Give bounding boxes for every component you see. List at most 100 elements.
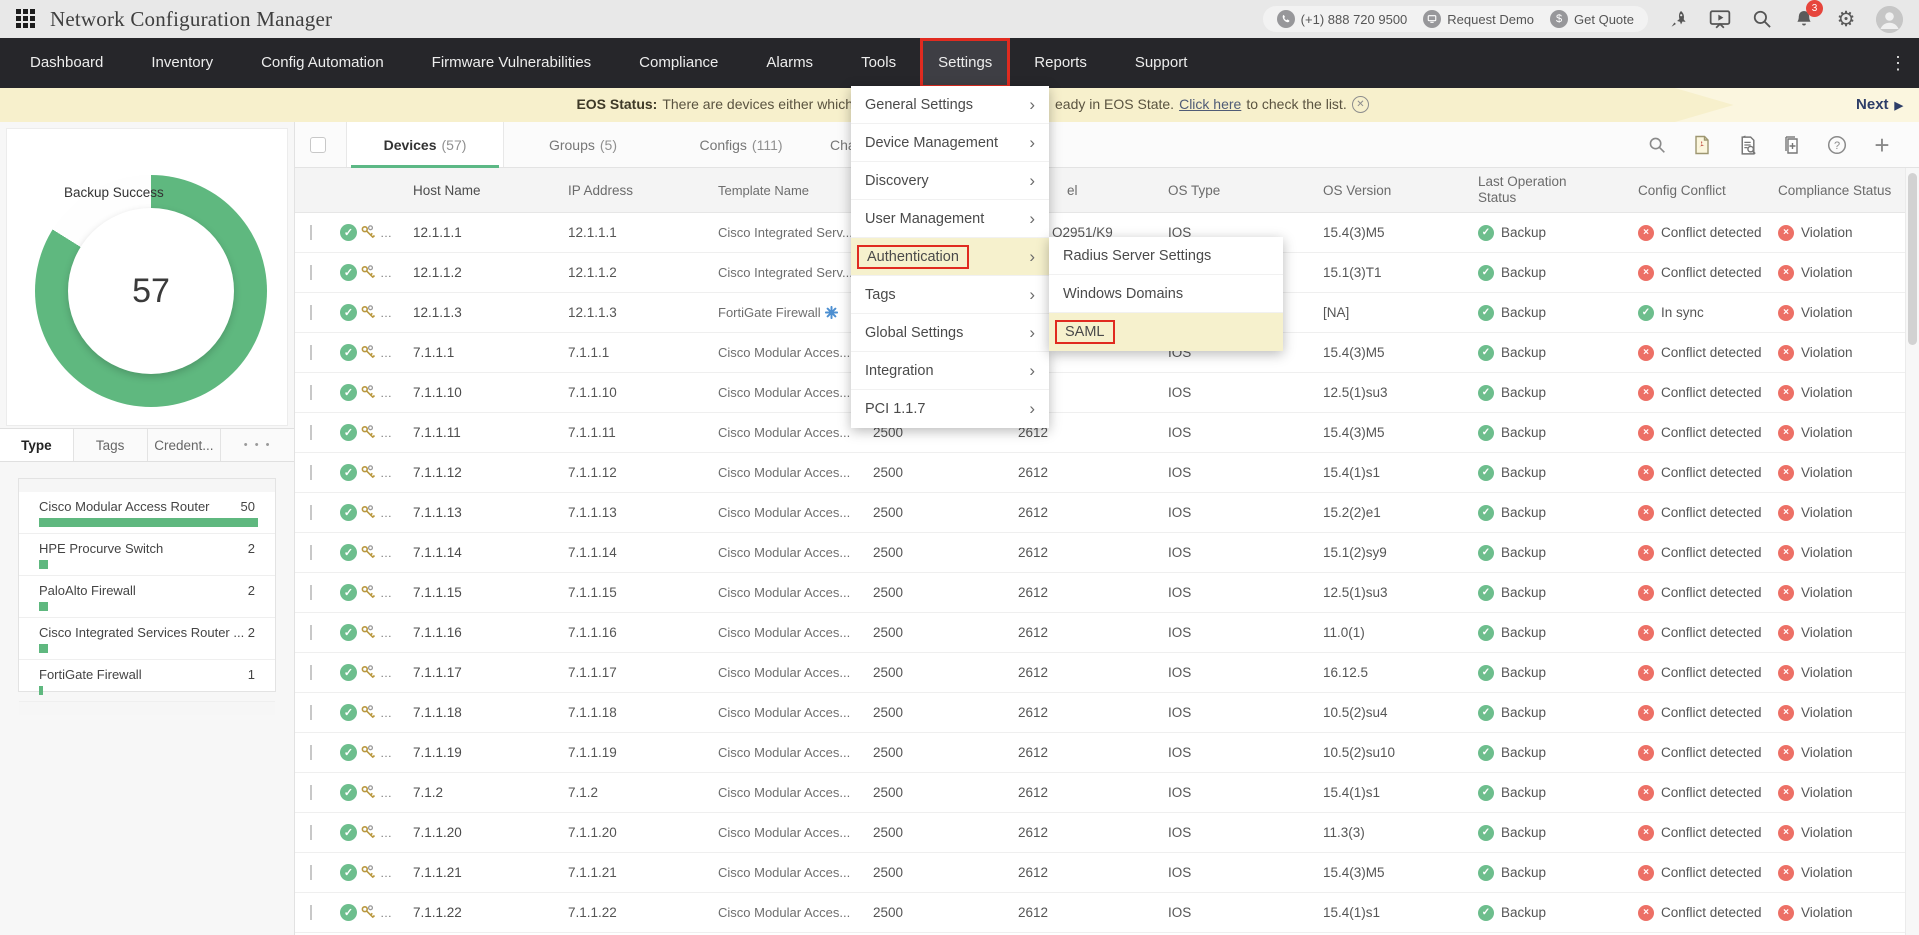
row-checkbox[interactable] <box>310 425 312 440</box>
device-type-item[interactable]: FortiGate Firewall 1 <box>19 660 275 702</box>
row-more-icon[interactable]: … <box>380 865 392 880</box>
menu-item-pci-1-1-7[interactable]: PCI 1.1.7 › <box>865 399 1035 418</box>
row-checkbox[interactable] <box>310 785 312 800</box>
device-type-item[interactable]: HPE Procurve Switch 2 <box>19 534 275 576</box>
menu-item-discovery[interactable]: Discovery › <box>851 162 1049 200</box>
search-icon[interactable] <box>1750 7 1774 31</box>
presentation-icon[interactable] <box>1708 7 1732 31</box>
menu-item-device-management[interactable]: Device Management › <box>851 124 1049 162</box>
row-checkbox[interactable] <box>310 265 312 280</box>
nav-item-tools[interactable]: Tools <box>861 54 897 71</box>
table-row[interactable]: ✓ … 7.1.1.19 7.1.1.19 Cisco Modular Acce… <box>295 733 1905 773</box>
menu-item-user-management[interactable]: User Management › <box>851 200 1049 238</box>
row-more-icon[interactable]: … <box>380 585 392 600</box>
table-row[interactable]: ✓ … 7.1.1.10 7.1.1.10 Cisco Modular Acce… <box>295 373 1905 413</box>
table-row[interactable]: ✓ … 7.1.1.21 7.1.1.21 Cisco Modular Acce… <box>295 853 1905 893</box>
host-name-link[interactable]: 7.1.1.13 <box>413 505 462 520</box>
sidebar-more-tab[interactable]: • • • <box>243 439 272 451</box>
row-checkbox[interactable] <box>310 745 312 760</box>
host-name-link[interactable]: 12.1.1.1 <box>413 225 462 240</box>
row-more-icon[interactable]: … <box>380 425 392 440</box>
tab-groups[interactable]: Groups (5) <box>548 136 618 153</box>
table-search-icon[interactable] <box>1646 134 1668 156</box>
column-template-name[interactable]: Template Name <box>718 182 810 198</box>
vertical-scrollbar[interactable] <box>1905 168 1919 935</box>
table-row[interactable]: ✓ … 7.1.1.17 7.1.1.17 Cisco Modular Acce… <box>295 653 1905 693</box>
table-row[interactable]: ✓ … 7.1.1.22 7.1.1.22 Cisco Modular Acce… <box>295 893 1905 933</box>
table-row[interactable]: ✓ … 7.1.1.11 7.1.1.11 Cisco Modular Acce… <box>295 413 1905 453</box>
host-name-link[interactable]: 7.1.1.11 <box>413 425 461 440</box>
notifications-bell-icon[interactable]: 3 <box>1792 0 1823 31</box>
nav-item-inventory[interactable]: Inventory <box>151 54 214 71</box>
host-name-link[interactable]: 7.1.1.12 <box>413 465 462 480</box>
row-checkbox[interactable] <box>310 665 312 680</box>
host-name-link[interactable]: 7.1.1.16 <box>413 625 462 640</box>
table-row[interactable]: ✓ … 7.1.1.14 7.1.1.14 Cisco Modular Acce… <box>295 533 1905 573</box>
host-name-link[interactable]: 7.1.1.22 <box>413 905 462 920</box>
table-row[interactable]: ✓ … 7.1.1.15 7.1.1.15 Cisco Modular Acce… <box>295 573 1905 613</box>
request-demo-button[interactable]: Request Demo <box>1423 10 1534 28</box>
row-more-icon[interactable]: … <box>380 545 392 560</box>
submenu-item-windows-domains[interactable]: Windows Domains <box>1049 275 1283 313</box>
settings-gear-icon[interactable]: ⚙ <box>1836 7 1856 31</box>
sidebar-tab-tags[interactable]: Tags <box>74 429 148 461</box>
row-checkbox[interactable] <box>310 305 312 320</box>
device-type-item[interactable]: PaloAlto Firewall 2 <box>19 576 275 618</box>
rocket-icon[interactable] <box>1666 7 1690 31</box>
row-more-icon[interactable]: … <box>380 705 392 720</box>
sidebar-tab-type[interactable]: Type <box>0 429 74 461</box>
host-name-link[interactable]: 7.1.1.17 <box>413 665 462 680</box>
column-last-operation-status[interactable]: Last Operation Status <box>1478 174 1567 205</box>
tab-configs[interactable]: Configs (111) <box>699 136 783 153</box>
row-checkbox[interactable] <box>310 545 312 560</box>
row-more-icon[interactable]: … <box>380 665 392 680</box>
row-checkbox[interactable] <box>310 625 312 640</box>
nav-item-support[interactable]: Support <box>1134 54 1188 71</box>
help-icon[interactable]: ? <box>1826 134 1848 156</box>
backup-success-donut[interactable]: 57 <box>35 175 267 407</box>
host-name-link[interactable]: 7.1.1.20 <box>413 825 462 840</box>
row-checkbox[interactable] <box>310 225 312 240</box>
column-config-conflict[interactable]: Config Conflict <box>1638 182 1726 198</box>
nav-item-reports[interactable]: Reports <box>1034 54 1087 71</box>
row-checkbox[interactable] <box>310 385 312 400</box>
table-row[interactable]: ✓ … 7.1.2 7.1.2 Cisco Modular Acces... 2… <box>295 773 1905 813</box>
nav-item-dashboard[interactable]: Dashboard <box>30 54 104 71</box>
row-more-icon[interactable]: … <box>380 385 392 400</box>
nav-overflow-icon[interactable]: ⋮ <box>1889 53 1907 73</box>
menu-item-general-settings[interactable]: General Settings › <box>851 86 1049 124</box>
scrollbar-thumb[interactable] <box>1908 173 1917 345</box>
table-row[interactable]: ✓ … 7.1.1.13 7.1.1.13 Cisco Modular Acce… <box>295 493 1905 533</box>
row-more-icon[interactable]: … <box>380 305 392 320</box>
compare-configs-icon[interactable] <box>1781 134 1803 156</box>
host-name-link[interactable]: 7.1.1.18 <box>413 705 462 720</box>
banner-close-icon[interactable]: ✕ <box>1352 96 1369 113</box>
row-checkbox[interactable] <box>310 585 312 600</box>
get-quote-button[interactable]: $ Get Quote <box>1550 10 1634 28</box>
nav-item-config-automation[interactable]: Config Automation <box>261 54 384 71</box>
row-more-icon[interactable]: … <box>380 825 392 840</box>
column-model[interactable]: el <box>1067 182 1078 198</box>
row-more-icon[interactable]: … <box>380 265 392 280</box>
tab-cha[interactable]: Cha <box>830 136 856 153</box>
row-checkbox[interactable] <box>310 865 312 880</box>
row-more-icon[interactable]: … <box>380 785 392 800</box>
row-checkbox[interactable] <box>310 905 312 920</box>
column-host-name[interactable]: Host Name <box>413 182 481 198</box>
host-name-link[interactable]: 7.1.1.14 <box>413 545 462 560</box>
row-checkbox[interactable] <box>310 345 312 360</box>
host-name-link[interactable]: 7.1.1.10 <box>413 385 462 400</box>
phone-number[interactable]: (+1) 888 720 9500 <box>1276 10 1407 28</box>
row-more-icon[interactable]: … <box>380 505 392 520</box>
row-more-icon[interactable]: … <box>380 745 392 760</box>
host-name-link[interactable]: 7.1.1.1 <box>413 345 455 360</box>
host-name-link[interactable]: 12.1.1.3 <box>413 305 462 320</box>
column-compliance-status[interactable]: Compliance Status <box>1778 182 1892 198</box>
device-type-item[interactable]: Cisco Integrated Services Router ... 2 <box>19 618 275 660</box>
row-more-icon[interactable]: … <box>380 345 392 360</box>
sidebar-tab-credent[interactable]: Credent... <box>148 429 222 461</box>
device-type-item[interactable]: Cisco Modular Access Router 50 <box>19 492 275 534</box>
row-more-icon[interactable]: … <box>380 625 392 640</box>
row-checkbox[interactable] <box>310 825 312 840</box>
row-checkbox[interactable] <box>310 505 312 520</box>
